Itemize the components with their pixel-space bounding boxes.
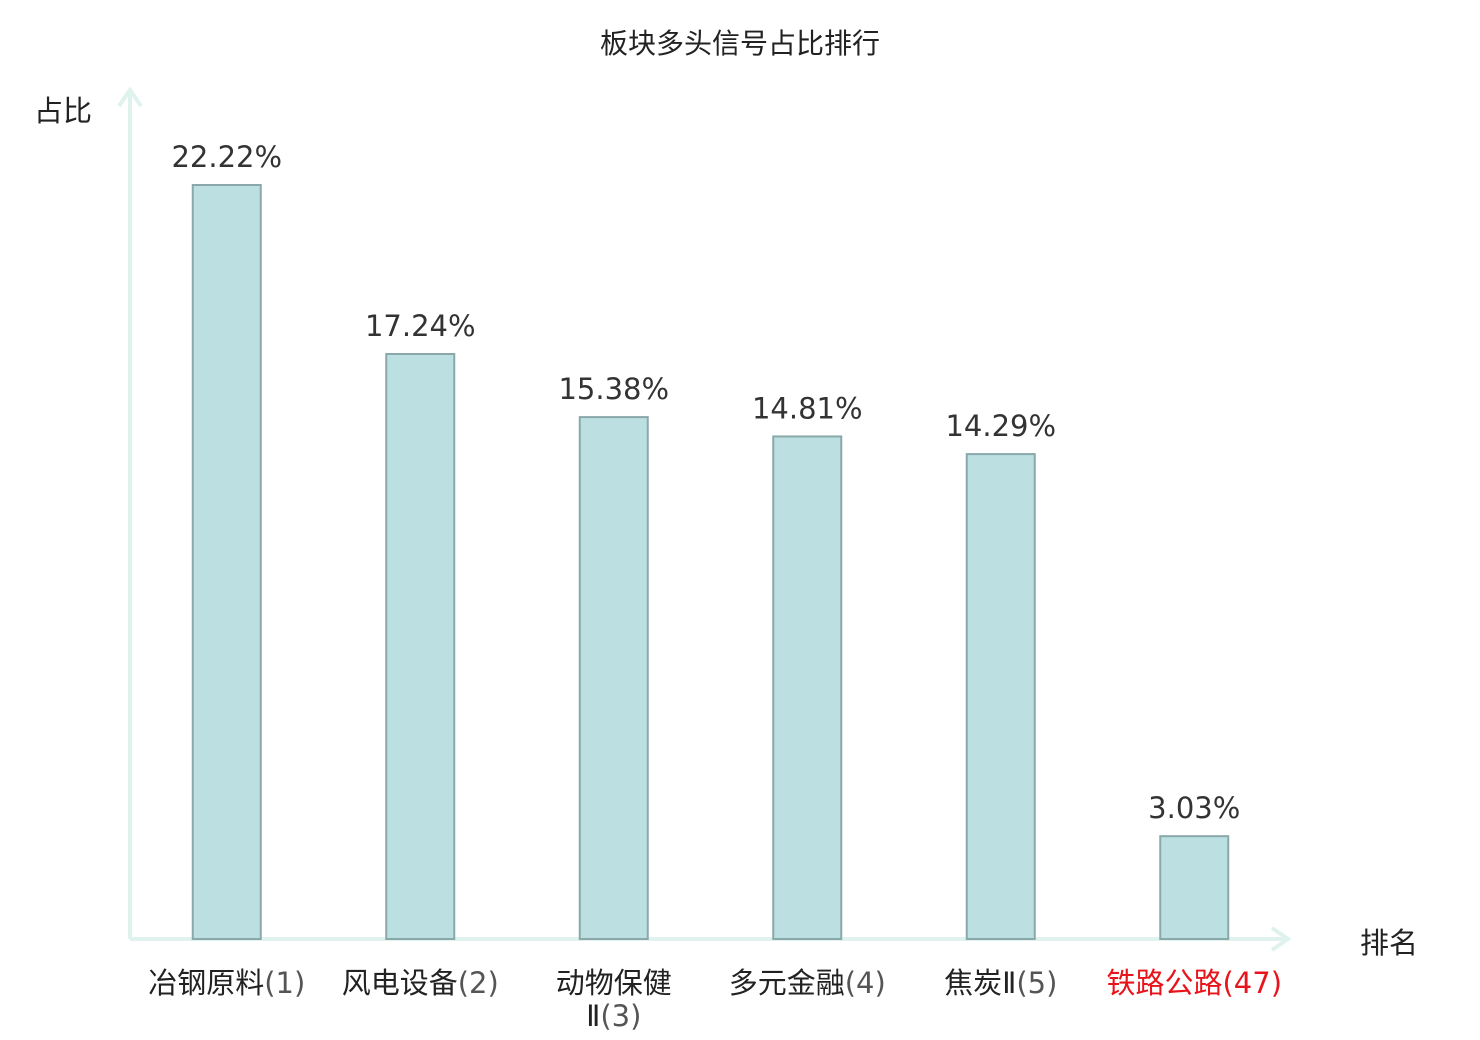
value-label: 14.29% <box>945 409 1056 443</box>
category-name: 铁路公路 <box>1106 966 1222 1000</box>
bar <box>578 416 649 940</box>
category-name-part: Ⅱ <box>586 999 600 1033</box>
bar <box>191 184 262 940</box>
value-label: 15.38% <box>558 372 669 406</box>
category-rank: (3) <box>600 999 641 1033</box>
value-label: 22.22% <box>171 140 282 174</box>
value-label: 3.03% <box>1148 791 1240 825</box>
category-label: 动物保健 <box>556 966 672 1000</box>
axes <box>117 86 1292 952</box>
category-label: 铁路公路(47) <box>1106 966 1282 1000</box>
x-axis-title: 排名 <box>1360 926 1418 960</box>
value-label: 14.81% <box>752 391 863 425</box>
bar <box>385 352 456 941</box>
category-label: 焦炭Ⅱ(5) <box>944 966 1057 1000</box>
bar <box>772 435 843 940</box>
category-name: 冶钢原料 <box>148 966 264 1000</box>
category-rank: (47) <box>1222 966 1282 1000</box>
bar <box>1159 835 1230 941</box>
category-label: 风电设备(2) <box>342 966 499 1000</box>
category-label: 多元金融(4) <box>729 966 886 1000</box>
y-axis-title: 占比 <box>34 94 92 128</box>
chart-title: 板块多头信号占比排行 <box>599 27 880 60</box>
bar <box>965 453 1036 940</box>
value-labels-group: 22.22% 17.24% 15.38% 14.81% 14.29% 3.03% <box>171 140 1240 825</box>
category-name: 多元金融 <box>729 966 845 1000</box>
category-label-line2: Ⅱ(3) <box>586 999 641 1033</box>
x-axis-arrow <box>1270 926 1292 952</box>
bars-group <box>191 184 1230 941</box>
category-rank: (1) <box>264 966 305 1000</box>
value-label: 17.24% <box>365 309 476 343</box>
category-name: 焦炭Ⅱ <box>944 966 1016 1000</box>
category-rank: (5) <box>1016 966 1057 1000</box>
category-rank: (2) <box>458 966 499 1000</box>
category-name: 风电设备 <box>342 966 458 1000</box>
category-label: 冶钢原料(1) <box>148 966 305 1000</box>
category-rank: (4) <box>845 966 886 1000</box>
y-axis-arrow <box>117 86 143 108</box>
